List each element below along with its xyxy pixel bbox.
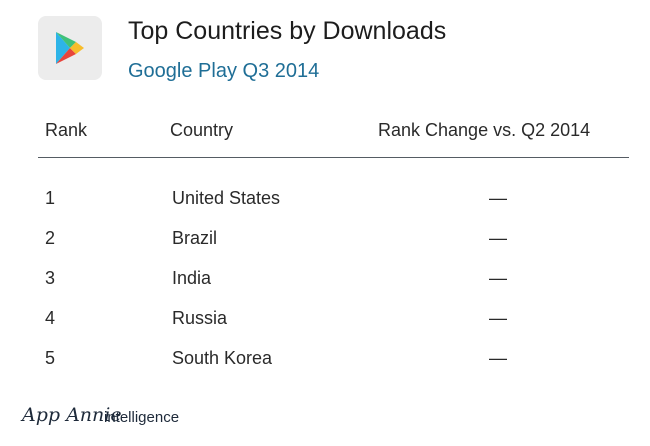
- rank-cell: 2: [45, 228, 56, 248]
- rank-change-cell: —: [489, 188, 507, 208]
- page-title: Top Countries by Downloads: [128, 17, 447, 45]
- country-cell: United States: [172, 188, 281, 208]
- header-divider: [38, 157, 629, 158]
- google-play-icon: [38, 16, 102, 80]
- country-cell: Russia: [172, 308, 228, 328]
- rank-cell: 1: [45, 188, 56, 208]
- country-cell: Brazil: [172, 228, 218, 248]
- play-triangle-icon: [56, 32, 84, 64]
- rank-cell: 5: [45, 348, 56, 368]
- logo-suffix: intelligence: [104, 409, 180, 426]
- rank-change-cell: —: [489, 268, 507, 288]
- column-header-rank-change: Rank Change vs. Q2 2014: [378, 120, 591, 140]
- rank-cell: 3: [45, 268, 56, 288]
- country-cell: South Korea: [172, 348, 273, 368]
- rank-change-cell: —: [489, 348, 507, 368]
- rank-cell: 4: [45, 308, 56, 328]
- column-header-country: Country: [170, 120, 234, 140]
- table-header: Rank Country Rank Change vs. Q2 2014: [0, 120, 650, 144]
- page-subtitle: Google Play Q3 2014: [128, 60, 320, 82]
- table-row: 3 India —: [0, 268, 650, 292]
- column-header-rank: Rank: [45, 120, 88, 140]
- country-cell: India: [172, 268, 212, 288]
- table-row: 5 South Korea —: [0, 348, 650, 372]
- app-annie-logo: App Annie: [22, 404, 122, 426]
- table-row: 1 United States —: [0, 188, 650, 212]
- rank-change-cell: —: [489, 308, 507, 328]
- rank-change-cell: —: [489, 228, 507, 248]
- table-row: 2 Brazil —: [0, 228, 650, 252]
- table-row: 4 Russia —: [0, 308, 650, 332]
